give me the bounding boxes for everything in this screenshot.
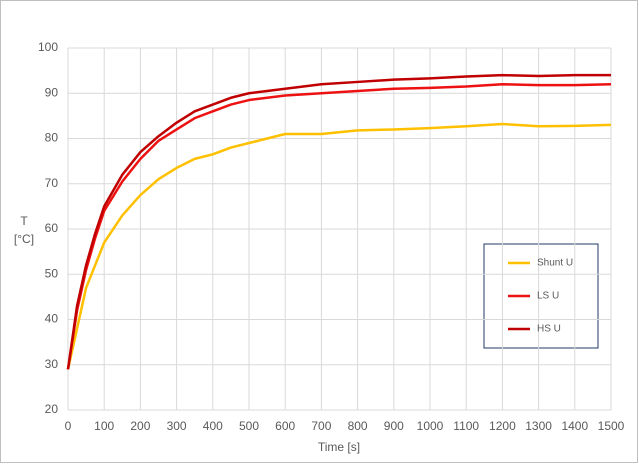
y-tick-label: 70 [45, 176, 59, 190]
line-series [66, 122, 612, 370]
x-tick-label: 1400 [561, 419, 588, 433]
y-tick-label: 100 [38, 40, 58, 54]
line-series [66, 73, 611, 370]
x-tick-label: 1200 [489, 419, 516, 433]
legend-label: HS U [537, 324, 561, 335]
y-tick-label: 90 [45, 85, 59, 99]
y-tick-label: 50 [45, 266, 59, 280]
x-axis-label: Time [s] [318, 440, 360, 454]
x-tick-label: 600 [275, 419, 295, 433]
x-tick-label: 200 [130, 419, 150, 433]
x-tick-label: 300 [167, 419, 187, 433]
y-tick-label: 20 [45, 402, 59, 416]
x-tick-label: 1100 [453, 419, 479, 433]
x-tick-label: 1000 [417, 419, 444, 433]
x-tick-label: 400 [203, 419, 223, 433]
line-series [66, 82, 612, 370]
x-tick-label: 1500 [598, 419, 625, 433]
y-tick-label: 30 [45, 357, 59, 371]
x-tick-label: 800 [348, 419, 368, 433]
x-tick-label: 0 [65, 419, 72, 433]
x-tick-label: 100 [94, 419, 114, 433]
x-tick-label: 700 [311, 419, 331, 433]
y-tick-label: 60 [45, 221, 59, 235]
y-axis-label: T [20, 214, 28, 228]
y-tick-label: 40 [45, 312, 59, 326]
y-axis-label: [°C] [14, 232, 34, 246]
x-tick-label: 500 [239, 419, 259, 433]
y-tick-label: 80 [45, 131, 59, 145]
legend-label: LS U [537, 291, 559, 302]
x-tick-label: 900 [384, 419, 404, 433]
legend-label: Shunt U [537, 258, 573, 269]
x-tick-label: 1300 [525, 419, 552, 433]
legend [483, 243, 599, 349]
